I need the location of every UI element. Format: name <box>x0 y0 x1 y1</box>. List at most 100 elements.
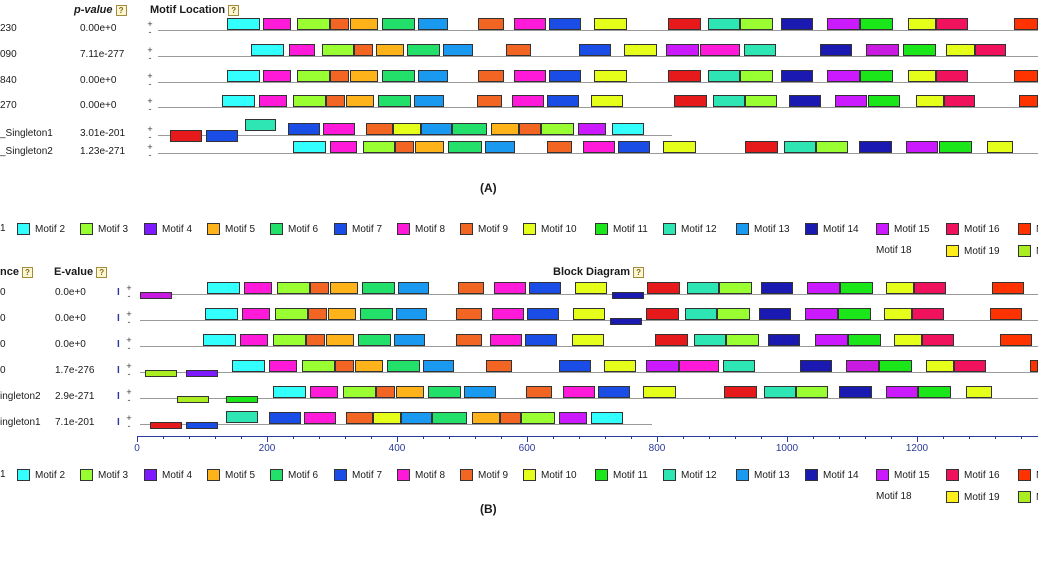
motif-block <box>308 308 327 320</box>
strand-toggle-icon[interactable]: I <box>117 313 120 324</box>
legend-swatch <box>805 469 818 481</box>
motif-block <box>559 412 587 424</box>
strand-plus: + <box>126 361 132 371</box>
evalue-cell: 0.0e+0 <box>55 313 86 324</box>
legend-item: Motif 7 <box>334 469 382 481</box>
axis-tick-label: 1000 <box>775 443 799 454</box>
strand-minus: - <box>148 53 152 63</box>
legend-swatch <box>270 469 283 481</box>
pvalue-cell: 3.01e-201 <box>80 128 126 139</box>
legend-label: Motif 7 <box>352 469 383 481</box>
legend-item: Motif 9 <box>460 223 508 235</box>
strand-toggle-icon[interactable]: I <box>117 365 120 376</box>
help-icon[interactable]: ? <box>633 266 645 278</box>
help-icon[interactable]: ? <box>21 266 33 278</box>
motif-block <box>512 95 544 107</box>
strand-plus: + <box>147 142 153 152</box>
motif-block <box>322 44 354 56</box>
motif-block <box>1000 334 1032 346</box>
legend-item: Motif 9 <box>460 469 508 481</box>
axis-minor-tick <box>605 436 606 439</box>
strand-toggle-icon[interactable]: I <box>117 287 120 298</box>
motif-block <box>579 44 611 56</box>
motif-block <box>376 44 404 56</box>
motif-block <box>646 308 679 320</box>
legend-label: Motif 18 <box>876 491 912 502</box>
legend-item: Motif 10 <box>523 469 577 481</box>
motif-block <box>827 18 860 30</box>
sequence-line <box>140 372 1038 373</box>
legend-swatch <box>595 223 608 235</box>
motif-block <box>330 141 357 153</box>
legend-item: Motif 18 <box>876 491 912 502</box>
motif-block <box>922 334 954 346</box>
pvalue-cell: 7.11e-277 <box>80 49 125 60</box>
strand-plus: + <box>147 19 153 29</box>
motif-block <box>687 282 719 294</box>
strand-plus: + <box>147 124 153 134</box>
sequence-line <box>140 398 1038 399</box>
motif-block <box>486 360 512 372</box>
motif-block <box>464 386 496 398</box>
motif-block <box>781 18 813 30</box>
legend-item: Motif 19 <box>946 491 1000 503</box>
motif-block <box>355 360 383 372</box>
motif-block <box>594 18 627 30</box>
motif-block <box>396 308 427 320</box>
motif-block <box>906 141 938 153</box>
legend-swatch <box>270 223 283 235</box>
help-icon[interactable]: ? <box>96 266 108 278</box>
motif-block <box>456 334 482 346</box>
motif-block <box>884 308 912 320</box>
motif-block <box>835 95 867 107</box>
motif-block <box>1014 70 1038 82</box>
motif-block <box>310 386 338 398</box>
motif-block <box>398 282 429 294</box>
strand-toggle-icon[interactable]: I <box>117 417 120 428</box>
motif-block <box>418 18 448 30</box>
legend-label: Motif 6 <box>288 223 319 235</box>
motif-block <box>879 360 912 372</box>
motif-block <box>781 70 813 82</box>
seq-name: 0 <box>0 339 6 350</box>
motif-block <box>744 44 776 56</box>
motif-block <box>366 123 393 135</box>
motif-block <box>713 95 745 107</box>
strand-toggle-icon[interactable]: I <box>117 339 120 350</box>
motif-block <box>918 386 951 398</box>
motif-block <box>685 308 717 320</box>
motif-block <box>514 18 546 30</box>
evalue-cell: 2.9e-271 <box>55 391 95 402</box>
axis-minor-tick <box>865 436 866 439</box>
motif-block <box>227 70 260 82</box>
motif-block <box>490 334 522 346</box>
motif-block <box>926 360 954 372</box>
legend-swatch <box>144 469 157 481</box>
motif-block <box>643 386 676 398</box>
motif-block <box>414 95 444 107</box>
legend-label: Motif 6 <box>288 469 319 481</box>
help-icon[interactable]: ? <box>228 4 240 16</box>
axis-minor-tick <box>1021 436 1022 439</box>
legend-label: Motif 14 <box>823 469 859 481</box>
motif-block <box>170 130 202 142</box>
motif-block <box>326 95 345 107</box>
help-icon[interactable]: ? <box>115 4 127 16</box>
motif-block <box>232 360 265 372</box>
motif-block <box>624 44 657 56</box>
strand-plus: + <box>126 309 132 319</box>
motif-block <box>477 95 502 107</box>
motif-block <box>860 18 893 30</box>
motif-block <box>360 308 393 320</box>
strand-toggle-icon[interactable]: I <box>117 391 120 402</box>
motif-block <box>407 44 440 56</box>
sequence-line <box>158 56 1038 57</box>
legend-label: Motif 15 <box>894 223 930 235</box>
seq-name: 0 <box>0 313 6 324</box>
sequence-line <box>158 135 672 136</box>
motif-block <box>245 119 276 131</box>
motif-block <box>903 44 936 56</box>
seq-name: _Singleton1 <box>0 128 53 139</box>
legend-label: Motif 2 <box>35 223 66 235</box>
strand-plus: + <box>126 387 132 397</box>
